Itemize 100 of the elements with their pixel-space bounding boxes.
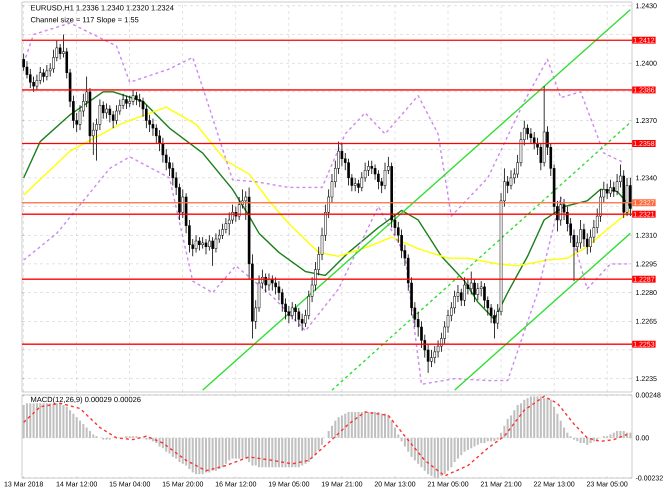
bar [42, 403, 45, 438]
candlestick [268, 273, 270, 292]
bar [301, 438, 304, 466]
bar [384, 414, 386, 438]
bar [543, 398, 546, 438]
bar [204, 438, 208, 472]
line-series [22, 22, 624, 217]
bar [224, 438, 227, 464]
bar [288, 438, 290, 468]
bar [29, 403, 32, 438]
candlestick [135, 91, 138, 106]
bar [374, 412, 376, 438]
candlestick [629, 177, 632, 217]
bar [612, 432, 615, 438]
line-series [22, 156, 628, 386]
bar [616, 430, 618, 438]
candlestick [460, 288, 463, 306]
bar [592, 438, 595, 442]
bar [152, 438, 154, 442]
bar [338, 417, 340, 438]
bar [304, 438, 306, 464]
bar [182, 438, 184, 464]
bar [228, 438, 230, 460]
bar [49, 403, 52, 438]
bar [76, 417, 78, 438]
bar [609, 434, 612, 438]
bar [490, 438, 492, 442]
bar [36, 403, 38, 438]
bar [264, 438, 267, 468]
bar [158, 438, 161, 447]
candlestick [480, 280, 482, 297]
bar [493, 438, 496, 442]
bar [195, 438, 198, 474]
bar [446, 438, 450, 471]
bar [424, 438, 426, 471]
bar [69, 410, 72, 438]
bar [231, 438, 234, 459]
bar [516, 405, 519, 438]
bar [466, 438, 469, 450]
bar [420, 438, 423, 468]
bar [241, 438, 244, 459]
bar [298, 438, 300, 468]
bar [218, 438, 220, 470]
line-series [22, 106, 632, 267]
bar [334, 420, 336, 438]
bar [450, 438, 452, 468]
candlestick [290, 302, 294, 320]
candlestick [194, 234, 198, 253]
candlestick [300, 313, 304, 332]
bar [78, 420, 82, 438]
candlestick [42, 68, 45, 83]
bar [39, 403, 42, 438]
bar [92, 434, 94, 438]
bar [32, 403, 35, 438]
bar [370, 412, 373, 438]
bar [86, 428, 88, 438]
bar [234, 438, 237, 459]
bar [26, 403, 28, 438]
candlestick [579, 220, 582, 250]
bar [172, 438, 174, 457]
bar [456, 438, 459, 459]
bar [52, 403, 55, 438]
candlestick [476, 282, 480, 301]
bar [546, 398, 548, 438]
bar [586, 438, 588, 445]
candlestick [357, 179, 360, 194]
bar [460, 438, 462, 456]
bar [520, 403, 522, 438]
bar [354, 412, 356, 438]
bar [444, 438, 446, 474]
bar [212, 438, 214, 471]
candlestick [430, 350, 433, 368]
bar [311, 438, 314, 459]
bar [377, 412, 380, 438]
bar [271, 438, 274, 468]
bar [350, 412, 353, 438]
candlestick [125, 95, 128, 110]
bar [258, 438, 260, 468]
bar [248, 438, 250, 462]
bar [268, 438, 270, 468]
bar [62, 405, 64, 438]
bar [427, 438, 430, 474]
candlestick [108, 104, 112, 123]
bar [357, 412, 360, 438]
bar [414, 438, 416, 460]
bar [178, 438, 180, 462]
bar [278, 438, 280, 468]
bar [622, 430, 625, 438]
bar [59, 403, 62, 438]
bar [294, 438, 297, 468]
bar [284, 438, 287, 468]
bar [238, 438, 240, 459]
bar [254, 438, 257, 466]
candlestick [46, 64, 48, 81]
bar [198, 438, 200, 474]
candlestick [354, 177, 356, 192]
bar [440, 438, 442, 476]
bar [274, 438, 277, 468]
candlestick [470, 271, 473, 295]
bar [162, 438, 164, 448]
